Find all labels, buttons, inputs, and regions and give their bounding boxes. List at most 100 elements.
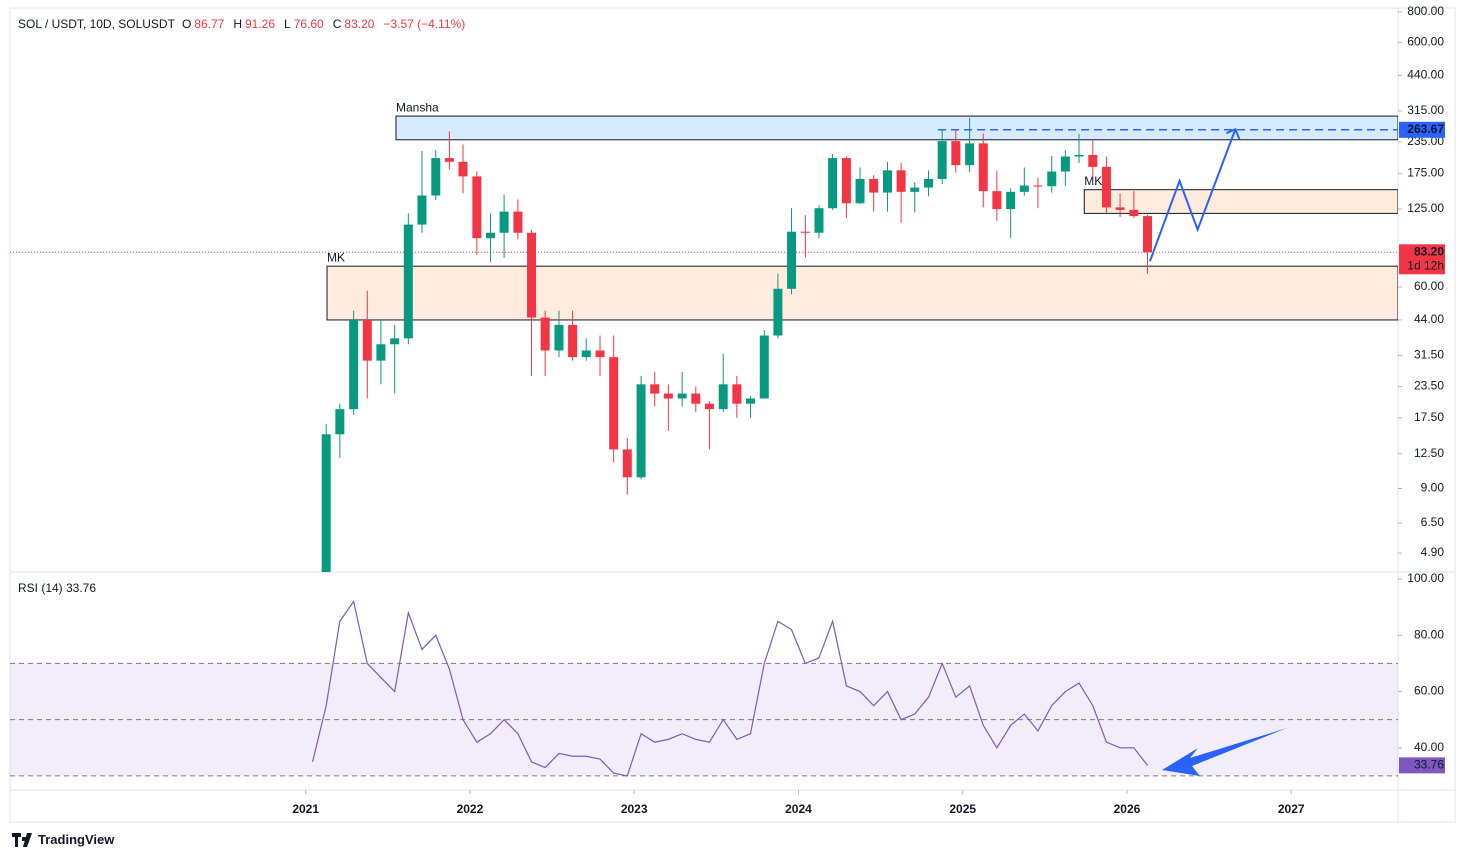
- candle-body: [965, 143, 975, 166]
- brand: TradingView: [12, 832, 114, 847]
- candle-body: [773, 288, 783, 336]
- candle-body: [882, 170, 892, 193]
- candle-body: [335, 409, 345, 435]
- candle-body: [431, 158, 441, 196]
- rsi-y-tick-label: 60.00: [1414, 684, 1444, 698]
- candle-body: [814, 208, 824, 233]
- candle-body: [855, 178, 865, 204]
- o-label: O: [181, 17, 192, 31]
- rsi-y-tick-label: 80.00: [1414, 627, 1444, 641]
- brand-logo: [12, 832, 32, 847]
- candle-body: [568, 324, 578, 358]
- candle-body: [978, 143, 988, 192]
- l-value: 76.60: [293, 17, 324, 31]
- countdown-label: 1d 12h: [1407, 258, 1444, 272]
- candle-body: [417, 195, 427, 225]
- candle-body: [472, 176, 482, 239]
- candle-body: [554, 324, 564, 351]
- candle-body: [444, 158, 454, 162]
- rsi-arrow: [1162, 728, 1287, 776]
- o-value: 86.77: [194, 17, 225, 31]
- candle-body: [759, 335, 769, 399]
- candle-body: [924, 178, 934, 188]
- y-tick-label: 17.50: [1414, 410, 1444, 424]
- candle-body: [1060, 156, 1070, 172]
- y-tick-label: 31.50: [1414, 348, 1444, 362]
- brand-name: TradingView: [38, 832, 115, 847]
- candle-body: [527, 232, 537, 318]
- y-tick-label: 4.90: [1421, 545, 1445, 559]
- y-tick-label: 315.00: [1407, 103, 1444, 117]
- y-tick-label: 9.00: [1421, 481, 1445, 495]
- candle-body: [841, 158, 851, 204]
- x-tick-label: 2022: [457, 802, 484, 816]
- candle-body: [937, 141, 947, 179]
- candle-body: [403, 224, 413, 339]
- projection-path: [1149, 128, 1237, 262]
- candle-body: [321, 434, 331, 572]
- rsi-value-bg: [1399, 757, 1445, 774]
- l-label: L: [284, 17, 291, 31]
- rsi-value-label: 33.76: [1414, 758, 1444, 772]
- candle-body: [650, 384, 660, 394]
- y-tick-label: 60.00: [1414, 279, 1444, 293]
- candle-body: [1115, 207, 1125, 210]
- x-tick-label: 2023: [621, 802, 648, 816]
- c-label: C: [332, 17, 342, 31]
- y-tick-label: 6.50: [1421, 515, 1445, 529]
- zone: [1083, 189, 1398, 214]
- last-price-bg: [1399, 244, 1445, 275]
- candle-body: [992, 191, 1002, 210]
- candle-body: [362, 319, 372, 361]
- candle-body: [732, 384, 742, 404]
- candle-body: [745, 398, 755, 404]
- candle-body: [581, 350, 591, 358]
- y-tick-label: 44.00: [1414, 312, 1444, 326]
- candle-body: [458, 161, 468, 177]
- rsi-y-tick-label: 40.00: [1414, 740, 1444, 754]
- last-price-label: 83.20: [1414, 244, 1444, 258]
- candle-body: [787, 231, 797, 289]
- y-tick-label: 440.00: [1407, 68, 1444, 82]
- candle-body: [677, 393, 687, 399]
- candle-body: [390, 338, 400, 345]
- candle-body: [1006, 191, 1016, 210]
- candle-body: [636, 384, 646, 478]
- candle-body: [349, 319, 359, 410]
- h-label: H: [233, 17, 242, 31]
- level-label-bg: [1399, 121, 1445, 138]
- candle-body: [1101, 166, 1111, 208]
- rsi-line: [311, 600, 1148, 777]
- candle-body: [622, 449, 632, 478]
- candle-body: [718, 384, 728, 410]
- y-tick-label: 600.00: [1407, 35, 1444, 49]
- candle-body: [540, 317, 550, 351]
- candle-body: [869, 178, 879, 193]
- y-tick-label: 800.00: [1407, 4, 1444, 18]
- candle-body: [691, 393, 701, 404]
- rsi-legend-value: 33.76: [66, 581, 96, 595]
- candle-body: [663, 393, 673, 399]
- x-tick-label: 2027: [1278, 802, 1305, 816]
- candle-body: [951, 141, 961, 166]
- frame: [9, 7, 1456, 823]
- candle-body: [499, 211, 509, 233]
- rsi-y-tick-label: 100.00: [1407, 571, 1444, 585]
- change: −3.57 (−4.11%): [383, 17, 466, 31]
- price-pane: Mansha MK MK: [10, 100, 1398, 572]
- zone: [395, 115, 1398, 141]
- candle-body: [1047, 171, 1057, 187]
- legend-header: SOL / USDT, 10D, SOLUSDT O 86.77 H 91.26 L…: [18, 17, 471, 31]
- x-tick-label: 2021: [292, 802, 319, 816]
- candle-body: [595, 350, 605, 358]
- rsi-legend-name: RSI (14): [18, 581, 63, 595]
- c-value: 83.20: [344, 17, 375, 31]
- candle-body: [828, 158, 838, 209]
- candle-body: [1033, 185, 1043, 187]
- candle-body: [485, 232, 495, 239]
- y-tick-label: 12.50: [1414, 446, 1444, 460]
- candle-body: [1129, 209, 1139, 217]
- zone-label: Mansha: [396, 100, 439, 114]
- candle-body: [376, 344, 386, 361]
